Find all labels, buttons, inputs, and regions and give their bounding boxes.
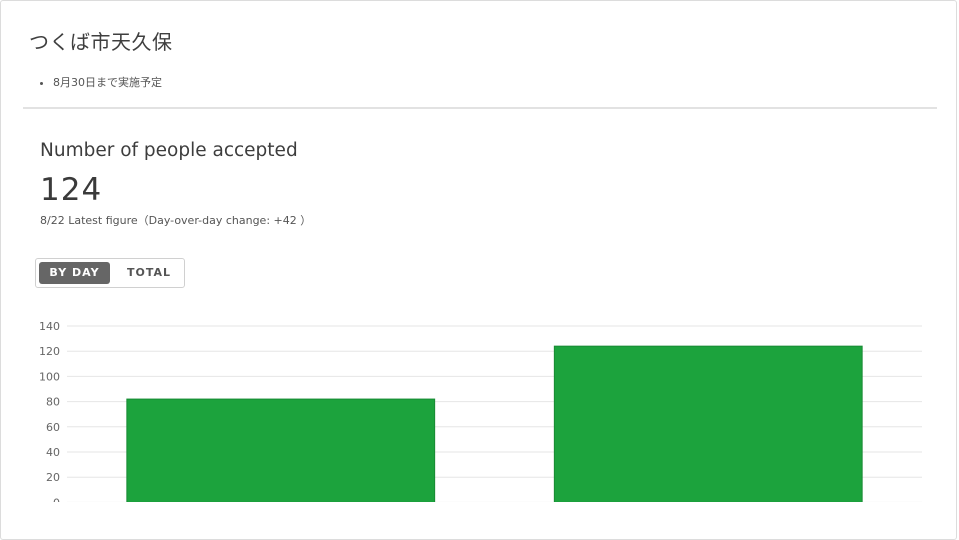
latest-figure-caption: 8/22 Latest figure（Day-over-day change: …	[40, 214, 312, 227]
note-item: 8月30日まで実施予定	[53, 75, 162, 91]
y-tick-label: 0	[53, 496, 60, 502]
total-button[interactable]: TOTAL	[126, 266, 172, 279]
y-tick-label: 120	[39, 345, 60, 358]
y-tick-label: 80	[46, 396, 60, 409]
notes-list: 8月30日まで実施予定	[37, 75, 162, 91]
by-day-button[interactable]: BY DAY	[39, 262, 110, 284]
section-title: Number of people accepted	[40, 140, 298, 161]
y-axis-ticks: 0 20 40 60 80 100 120 140	[39, 320, 60, 502]
y-tick-label: 40	[46, 446, 60, 459]
bar-chart: 0 20 40 60 80 100 120 140	[39, 320, 922, 502]
bar-8-22[interactable]	[553, 345, 863, 502]
bars	[126, 345, 863, 502]
location-title: つくば市天久保	[29, 30, 173, 54]
y-tick-label: 100	[39, 370, 60, 383]
y-tick-label: 60	[46, 421, 60, 434]
accepted-count: 124	[40, 172, 103, 208]
divider	[23, 107, 937, 109]
bar-8-21[interactable]	[126, 398, 436, 502]
y-tick-label: 20	[46, 471, 60, 484]
view-toggle: BY DAY TOTAL	[35, 258, 185, 288]
y-tick-label: 140	[39, 320, 60, 333]
